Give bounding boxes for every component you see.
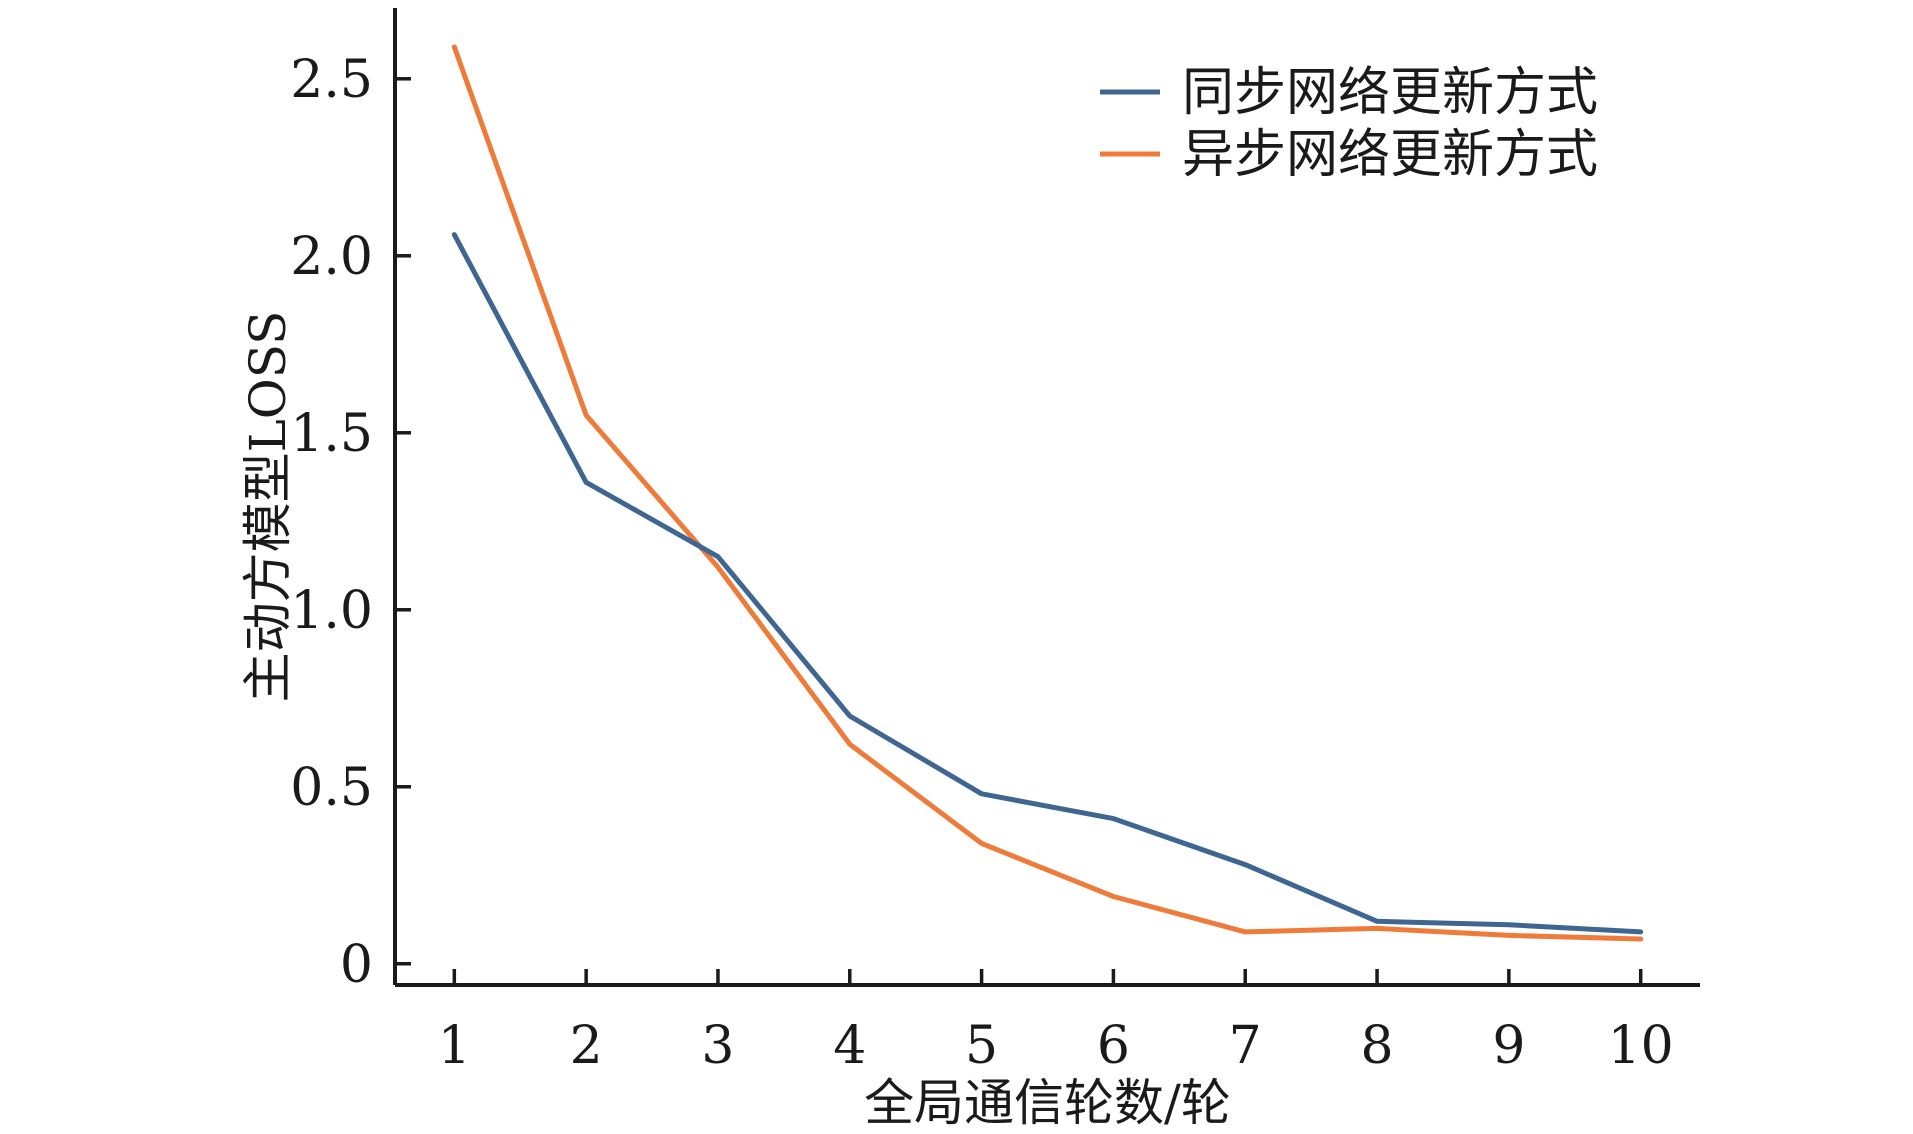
legend-label-2: 异步网络更新方式 xyxy=(1182,125,1598,185)
x-axis-title: 全局通信轮数/轮 xyxy=(864,1074,1231,1132)
x-tick-label: 4 xyxy=(833,1016,866,1076)
x-ticks: 1 2 3 4 5 6 7 8 9 10 xyxy=(438,969,1674,1076)
x-tick-label: 10 xyxy=(1608,1016,1674,1076)
y-tick-label: 2.0 xyxy=(290,227,373,287)
x-tick-label: 6 xyxy=(1097,1016,1130,1076)
y-tick-label: 1.0 xyxy=(290,581,373,641)
y-ticks: 0 0.5 1.0 1.5 2.0 2.5 xyxy=(290,50,411,995)
x-tick-label: 5 xyxy=(965,1016,998,1076)
x-tick-label: 1 xyxy=(438,1016,471,1076)
series-line-1 xyxy=(451,232,1644,935)
y-tick-label: 0 xyxy=(340,935,373,995)
y-tick-label: 2.5 xyxy=(290,50,373,110)
x-tick-label: 2 xyxy=(570,1016,603,1076)
axes xyxy=(393,8,1700,987)
series-lines xyxy=(451,44,1644,942)
y-tick-label: 0.5 xyxy=(290,758,373,818)
y-tick-label: 1.5 xyxy=(290,404,373,464)
x-tick-label: 8 xyxy=(1360,1016,1393,1076)
x-tick-label: 3 xyxy=(701,1016,734,1076)
x-tick-label: 7 xyxy=(1229,1016,1262,1076)
x-tick-label: 9 xyxy=(1492,1016,1525,1076)
legend-label-1: 同步网络更新方式 xyxy=(1182,63,1598,123)
y-axis-title: 主动方模型LOSS xyxy=(239,311,297,703)
series-line-2 xyxy=(451,44,1644,942)
